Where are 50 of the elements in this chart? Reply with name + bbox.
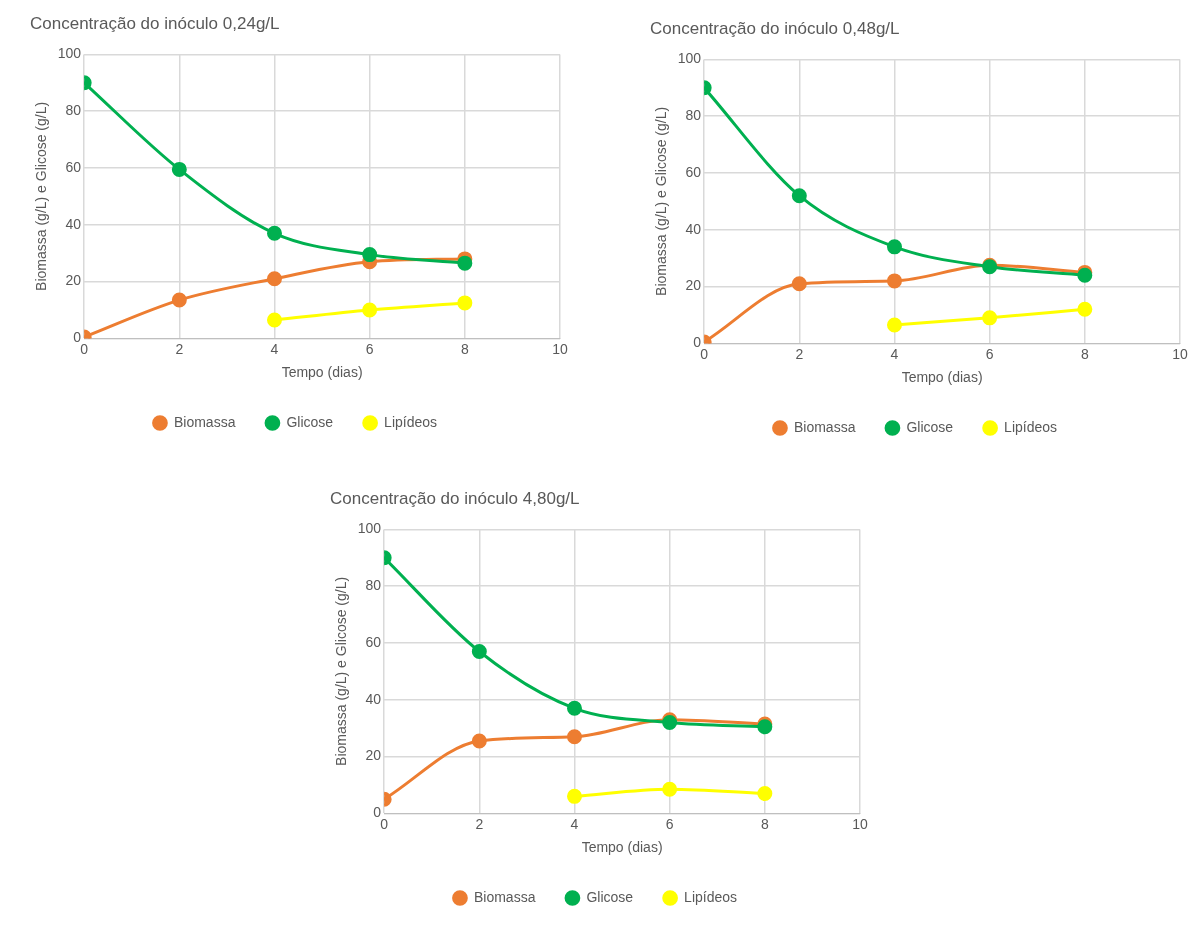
x-tick-label: 6 [985, 345, 994, 362]
y-axis-title: Biomassa (g/L) e Glicose (g/L) [33, 101, 50, 291]
x-tick-label: 8 [460, 340, 469, 357]
legend-label: Biomassa [793, 418, 856, 435]
y-tick-label: 20 [365, 747, 382, 764]
y-tick-label: 100 [677, 50, 702, 67]
x-tick-label: 10 [852, 815, 868, 832]
y-axis-title: Biomassa (g/L) e Glicose (g/L) [653, 106, 670, 296]
y-tick-label: 80 [65, 102, 82, 119]
y-tick-label: 40 [65, 215, 82, 232]
legend-label: Biomassa [173, 413, 236, 430]
y-tick-label: 60 [365, 633, 382, 650]
y-tick-label: 40 [685, 220, 702, 237]
y-tick-label: 0 [373, 804, 382, 821]
x-tick-label: 4 [270, 340, 279, 357]
x-tick-label: 8 [760, 815, 769, 832]
y-tick-label: 40 [365, 690, 382, 707]
y-tick-label: 20 [65, 272, 82, 289]
chart-title: Concentração do inóculo 0,48g/L [650, 18, 900, 38]
x-axis-title: Tempo (dias) [581, 839, 663, 856]
legend-label: Lipídeos [1004, 418, 1058, 435]
chart-title: Concentração do inóculo 0,24g/L [30, 13, 280, 33]
legend-label: Lipídeos [384, 413, 438, 430]
y-axis-title: Biomassa (g/L) e Glicose (g/L) [333, 576, 350, 766]
legend-label: Glicose [286, 413, 334, 430]
x-axis-title: Tempo (dias) [901, 369, 983, 386]
x-tick-label: 6 [665, 815, 674, 832]
y-tick-label: 80 [365, 577, 382, 594]
legend-label: Lipídeos [684, 888, 738, 905]
y-tick-label: 0 [73, 329, 82, 346]
y-tick-label: 20 [685, 277, 702, 294]
y-tick-label: 100 [357, 520, 382, 537]
x-tick-label: 2 [175, 340, 184, 357]
x-tick-label: 2 [795, 345, 804, 362]
legend-label: Glicose [906, 418, 954, 435]
x-tick-label: 4 [570, 815, 579, 832]
x-axis-title: Tempo (dias) [281, 364, 363, 381]
x-tick-label: 10 [1172, 345, 1188, 362]
x-tick-label: 4 [890, 345, 899, 362]
y-tick-label: 80 [685, 107, 702, 124]
x-tick-label: 10 [552, 340, 568, 357]
x-tick-label: 2 [475, 815, 484, 832]
y-tick-label: 60 [685, 163, 702, 180]
chart-title: Concentração do inóculo 4,80g/L [330, 488, 580, 508]
y-tick-label: 60 [65, 158, 82, 175]
legend-label: Glicose [586, 888, 634, 905]
legend-label: Biomassa [473, 888, 536, 905]
y-tick-label: 100 [57, 45, 82, 62]
x-tick-label: 8 [1080, 345, 1089, 362]
x-tick-label: 6 [365, 340, 374, 357]
